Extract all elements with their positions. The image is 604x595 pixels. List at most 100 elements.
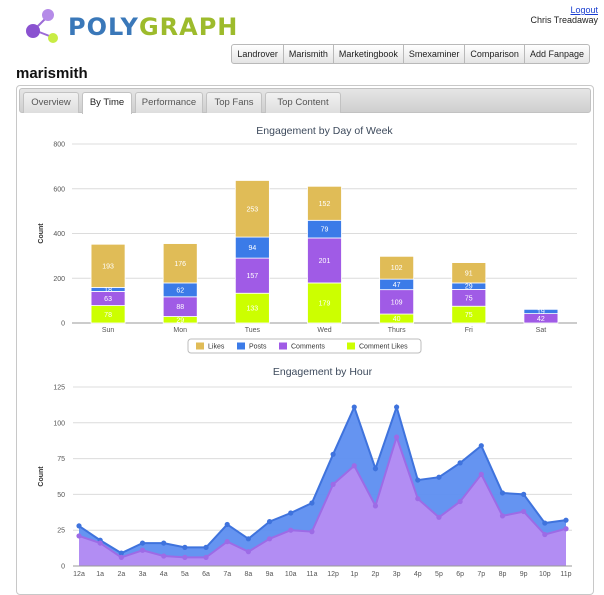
y-tick-label: 400 — [53, 231, 65, 238]
point-total-3a[interactable] — [139, 540, 146, 546]
legend-swatch-comments[interactable] — [279, 342, 287, 350]
bar-tues-likes[interactable] — [234, 180, 270, 238]
bar-tues-comment-likes[interactable] — [234, 292, 270, 324]
point-comments-9p[interactable] — [521, 508, 527, 515]
bar-sun-likes[interactable] — [90, 243, 126, 288]
bar-value-label: 63 — [104, 296, 112, 303]
point-total-5a[interactable] — [182, 544, 188, 550]
bar-wed-likes[interactable] — [307, 185, 342, 221]
point-total-2a[interactable] — [118, 550, 124, 556]
point-total-12a[interactable] — [76, 523, 82, 529]
point-total-11p[interactable] — [563, 517, 569, 523]
point-total-9a[interactable] — [266, 519, 273, 525]
x-tick-label: 3p — [393, 571, 401, 578]
point-total-6p[interactable] — [457, 460, 463, 466]
point-comments-7a[interactable] — [224, 539, 230, 545]
bar-fri-likes[interactable] — [451, 262, 487, 284]
point-comments-6a[interactable] — [203, 554, 209, 561]
add-fanpage-button[interactable]: Add Fanpage — [524, 44, 590, 64]
bar-thurs-likes[interactable] — [379, 255, 415, 280]
point-comments-5a[interactable] — [182, 554, 188, 561]
legend-label-posts[interactable]: Posts — [249, 344, 267, 351]
point-total-7a[interactable] — [224, 521, 230, 528]
point-comments-2a[interactable] — [118, 554, 124, 561]
point-comments-12a[interactable] — [76, 533, 82, 539]
point-total-10p[interactable] — [542, 520, 548, 526]
bar-value-label: 94 — [248, 245, 256, 252]
bar-sat-posts[interactable] — [523, 308, 559, 315]
legend-label-likes[interactable]: Likes — [208, 344, 225, 351]
point-total-1p[interactable] — [351, 404, 357, 410]
point-total-4p[interactable] — [415, 477, 421, 483]
point-total-6a[interactable] — [203, 544, 209, 550]
point-comments-10a[interactable] — [288, 527, 294, 533]
logo-molecule-icon — [26, 9, 58, 43]
x-tick-label: 4a — [160, 571, 168, 578]
point-comments-11p[interactable] — [563, 526, 569, 532]
point-total-8p[interactable] — [499, 490, 506, 496]
legend-label-comments[interactable]: Comments — [291, 344, 325, 351]
bar-tues-comments[interactable] — [234, 257, 270, 294]
legend-swatch-comment-likes[interactable] — [347, 342, 355, 350]
bar-mon-likes[interactable] — [162, 243, 198, 284]
legend-swatch-likes[interactable] — [196, 342, 204, 350]
point-comments-5p[interactable] — [436, 514, 442, 520]
point-total-3p[interactable] — [394, 404, 400, 410]
x-tick-label: 10a — [285, 571, 297, 578]
bar-value-label: 109 — [391, 299, 403, 306]
point-comments-8a[interactable] — [245, 549, 251, 555]
tab-by-time[interactable]: By Time — [82, 92, 132, 114]
tab-overview[interactable]: Overview — [23, 92, 79, 113]
y-tick-label: 100 — [53, 420, 65, 427]
point-total-2p[interactable] — [372, 466, 379, 472]
point-comments-7p[interactable] — [478, 471, 484, 477]
point-comments-4p[interactable] — [415, 496, 421, 502]
point-comments-9a[interactable] — [266, 536, 273, 542]
tab-top-fans[interactable]: Top Fans — [206, 92, 262, 113]
point-total-4a[interactable] — [161, 540, 167, 546]
x-tick-label: 11p — [560, 571, 571, 578]
point-comments-4a[interactable] — [161, 553, 167, 559]
page-button-marketingbook[interactable]: Marketingbook — [333, 44, 404, 64]
page-button-marismith[interactable]: Marismith — [283, 44, 334, 64]
page-button-comparison[interactable]: Comparison — [465, 44, 525, 64]
point-total-5p[interactable] — [436, 474, 442, 480]
x-tick-label: 6a — [202, 571, 210, 578]
point-comments-3a[interactable] — [139, 547, 146, 553]
x-tick-label: 12p — [327, 571, 339, 578]
x-tick-label: Tues — [245, 327, 261, 334]
point-total-8a[interactable] — [245, 536, 251, 542]
point-comments-3p[interactable] — [394, 434, 400, 440]
bar-wed-comments[interactable] — [307, 237, 342, 284]
bar-value-label: 62 — [176, 287, 184, 294]
page-button-landrover[interactable]: Landrover — [231, 44, 284, 64]
point-comments-8p[interactable] — [499, 513, 506, 519]
chart-title: Engagement by Day of Week — [256, 125, 393, 137]
logout-link[interactable]: Logout — [570, 5, 598, 15]
y-tick-label: 50 — [57, 492, 65, 499]
point-comments-10p[interactable] — [542, 531, 548, 538]
point-total-12p[interactable] — [330, 451, 336, 457]
legend-label-comment-likes[interactable]: Comment Likes — [359, 344, 408, 351]
point-comments-1p[interactable] — [351, 463, 357, 469]
x-tick-label: 9p — [520, 571, 528, 578]
point-comments-2p[interactable] — [372, 503, 379, 509]
point-comments-1a[interactable] — [97, 540, 103, 546]
point-total-10a[interactable] — [288, 510, 294, 516]
x-tick-label: 8a — [244, 571, 252, 578]
point-comments-12p[interactable] — [330, 481, 336, 487]
point-comments-11a[interactable] — [309, 529, 315, 535]
engagement-by-hour-chart: Engagement by Hour 0 25 50 75 100 125 Count 12a 1… — [38, 366, 572, 578]
point-total-11a[interactable] — [309, 500, 315, 506]
point-total-7p[interactable] — [478, 443, 484, 449]
tab-performance[interactable]: Performance — [135, 92, 203, 113]
bar-value-label: 40 — [393, 316, 401, 323]
point-total-9p[interactable] — [521, 491, 527, 497]
y-tick-label: 200 — [53, 276, 65, 283]
legend-swatch-posts[interactable] — [237, 342, 245, 350]
tab-top-content[interactable]: Top Content — [265, 92, 341, 113]
page-button-smexaminer[interactable]: Smexaminer — [403, 44, 466, 64]
tab-panel: Overview By Time Performance Top Fans To… — [16, 85, 594, 595]
bar-value-label: 19 — [537, 309, 545, 316]
point-comments-6p[interactable] — [457, 498, 463, 505]
